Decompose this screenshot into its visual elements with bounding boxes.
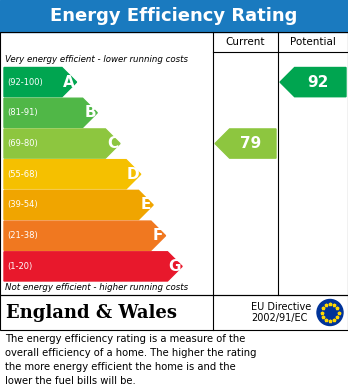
Text: 92: 92 [307, 75, 329, 90]
Text: (39-54): (39-54) [7, 201, 38, 210]
Text: (92-100): (92-100) [7, 77, 43, 87]
Polygon shape [4, 129, 120, 158]
Bar [0, 0, 348, 32]
Polygon shape [4, 160, 141, 189]
Text: E: E [141, 197, 151, 212]
Text: F: F [153, 228, 164, 243]
Text: EU Directive: EU Directive [251, 303, 311, 312]
Bar [0, 295, 348, 330]
Polygon shape [4, 68, 77, 97]
Text: (69-80): (69-80) [7, 139, 38, 148]
Text: G: G [168, 259, 181, 274]
Text: (1-20): (1-20) [7, 262, 32, 271]
Polygon shape [4, 190, 153, 220]
Text: (21-38): (21-38) [7, 231, 38, 240]
Polygon shape [4, 98, 97, 127]
Text: (55-68): (55-68) [7, 170, 38, 179]
Bar [0, 32, 348, 295]
Text: C: C [107, 136, 118, 151]
Text: Not energy efficient - higher running costs: Not energy efficient - higher running co… [5, 283, 188, 292]
Polygon shape [4, 221, 166, 250]
Text: Energy Efficiency Rating: Energy Efficiency Rating [50, 7, 298, 25]
Text: (81-91): (81-91) [7, 108, 38, 117]
Text: A: A [63, 75, 75, 90]
Polygon shape [215, 129, 276, 158]
Polygon shape [280, 68, 346, 97]
Circle shape [317, 300, 343, 325]
Text: B: B [84, 105, 96, 120]
Text: 2002/91/EC: 2002/91/EC [251, 312, 307, 323]
Text: Current: Current [226, 37, 265, 47]
Polygon shape [4, 252, 182, 281]
Text: 79: 79 [240, 136, 261, 151]
Text: The energy efficiency rating is a measure of the
overall efficiency of a home. T: The energy efficiency rating is a measur… [5, 334, 256, 386]
Text: Potential: Potential [290, 37, 336, 47]
Text: Very energy efficient - lower running costs: Very energy efficient - lower running co… [5, 54, 188, 63]
Text: England & Wales: England & Wales [6, 303, 177, 321]
Text: D: D [127, 167, 140, 182]
